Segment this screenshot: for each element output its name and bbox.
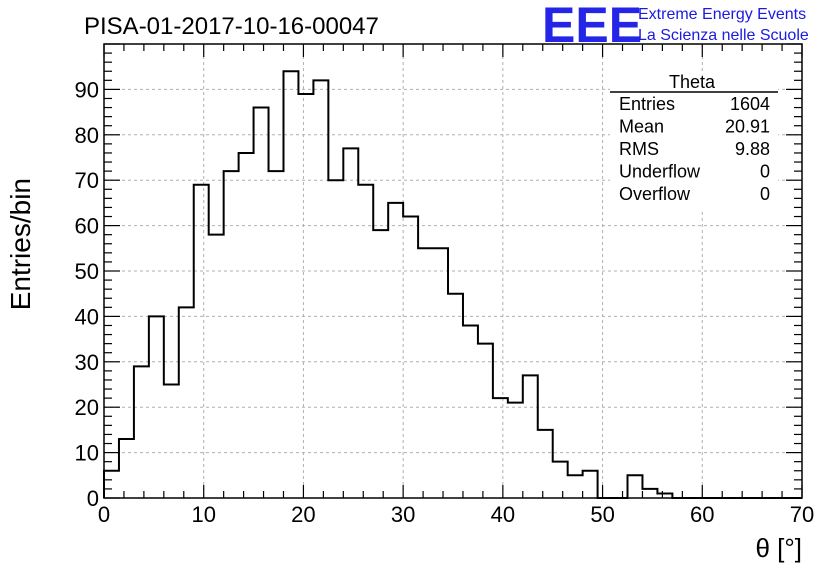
logo-mark: EEE xyxy=(542,0,642,53)
histogram-bin xyxy=(403,217,418,498)
histogram-bin xyxy=(343,148,358,498)
histogram-bin xyxy=(239,153,254,498)
stats-row-label: Entries xyxy=(619,94,675,114)
histogram-bin xyxy=(194,185,209,498)
y-tick-label: 0 xyxy=(87,486,99,511)
histogram-bin xyxy=(313,80,328,498)
histogram-bin xyxy=(179,307,194,498)
histogram-bin xyxy=(209,235,224,498)
histogram-bin xyxy=(478,344,493,498)
stats-box-title: Theta xyxy=(669,72,716,92)
axis-ticks xyxy=(103,43,803,499)
x-tick-label: 70 xyxy=(790,502,814,527)
stats-row-value: 20.91 xyxy=(725,117,770,137)
logo-line-1: Extreme Energy Events xyxy=(638,6,806,23)
stats-row-label: Underflow xyxy=(619,162,701,182)
histogram-bin xyxy=(493,398,508,498)
histogram-bin xyxy=(298,94,313,498)
histogram-bin xyxy=(224,171,239,498)
y-axis-label: Entries/bin xyxy=(5,178,36,310)
histogram-bin xyxy=(418,248,433,498)
x-axis-label: θ [°] xyxy=(755,533,802,563)
histogram-bin xyxy=(149,316,164,498)
histogram-outline xyxy=(103,70,802,499)
y-tick-label: 40 xyxy=(75,304,99,329)
histogram-bin xyxy=(553,462,568,498)
histogram-bin xyxy=(104,471,119,498)
y-tick-label: 50 xyxy=(75,259,99,284)
y-tick-label: 30 xyxy=(75,350,99,375)
logo-line-2: La Scienza nelle Scuole xyxy=(638,27,809,44)
stats-row-value: 0 xyxy=(760,162,770,182)
x-tick-label: 30 xyxy=(391,502,415,527)
y-tick-label: 80 xyxy=(75,123,99,148)
histogram-bin xyxy=(433,248,448,498)
stats-row-label: Mean xyxy=(619,117,664,137)
x-tick-label: 40 xyxy=(491,502,515,527)
grid xyxy=(104,44,802,498)
logo: EEE Extreme Energy Events La Scienza nel… xyxy=(542,0,809,53)
y-tick-label: 20 xyxy=(75,395,99,420)
histogram-bin xyxy=(642,489,657,498)
histogram-bin xyxy=(388,203,403,498)
stats-row-label: Overflow xyxy=(619,184,691,204)
stats-row-value: 9.88 xyxy=(735,139,770,159)
stats-row-label: RMS xyxy=(619,139,659,159)
histogram-bin xyxy=(328,180,343,498)
chart-title: PISA-01-2017-10-16-00047 xyxy=(84,13,379,40)
stats-row-value: 0 xyxy=(760,184,770,204)
x-tick-label: 0 xyxy=(98,502,110,527)
stats-row-value: 1604 xyxy=(730,94,770,114)
histogram-bin xyxy=(119,439,134,498)
x-tick-label: 50 xyxy=(590,502,614,527)
histogram-bin xyxy=(269,171,284,498)
histogram-bin xyxy=(134,366,149,498)
histogram-bin xyxy=(463,325,478,498)
x-tick-label: 20 xyxy=(291,502,315,527)
y-tick-label: 10 xyxy=(75,441,99,466)
histogram-bin xyxy=(254,108,269,498)
histogram-bin xyxy=(448,294,463,498)
histogram-bin xyxy=(508,403,523,498)
histogram-bin xyxy=(523,375,538,498)
x-tick-label: 10 xyxy=(191,502,215,527)
axis-tick-labels: 0 10 20 30 40 50 60 70 0 10 20 30 40 50 60 70 80 90 xyxy=(75,77,815,527)
histogram-bin xyxy=(358,185,373,498)
histogram-bin xyxy=(568,475,583,498)
histogram-bin xyxy=(164,385,179,499)
histogram-bin xyxy=(538,430,553,498)
histogram-bin xyxy=(583,471,598,498)
stats-box: Theta Entries 1604 Mean 20.91 RMS 9.88 Underfl… xyxy=(610,72,778,210)
histogram-bin xyxy=(628,475,643,498)
x-tick-label: 60 xyxy=(690,502,714,527)
histogram-bin xyxy=(373,230,388,498)
y-tick-label: 60 xyxy=(75,214,99,239)
y-tick-label: 90 xyxy=(75,77,99,102)
y-tick-label: 70 xyxy=(75,168,99,193)
